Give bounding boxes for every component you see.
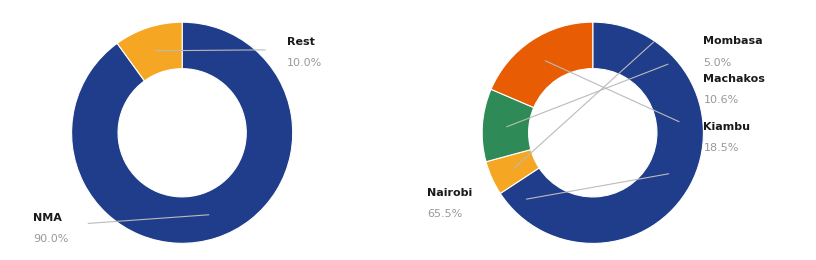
Text: Machakos: Machakos	[703, 74, 765, 84]
Text: 65.5%: 65.5%	[427, 209, 462, 219]
Wedge shape	[482, 89, 534, 162]
Wedge shape	[491, 22, 592, 108]
Text: 10.6%: 10.6%	[703, 95, 738, 105]
Text: 5.0%: 5.0%	[703, 57, 732, 68]
Text: 10.0%: 10.0%	[287, 57, 322, 68]
Text: Kiambu: Kiambu	[703, 122, 751, 132]
Wedge shape	[500, 22, 703, 243]
Text: 90.0%: 90.0%	[33, 235, 69, 244]
Wedge shape	[118, 22, 182, 81]
Wedge shape	[72, 22, 293, 243]
Text: Rest: Rest	[287, 37, 315, 47]
Text: Mombasa: Mombasa	[703, 36, 763, 47]
Wedge shape	[486, 150, 539, 193]
Text: NMA: NMA	[33, 213, 62, 223]
Text: 18.5%: 18.5%	[703, 143, 738, 153]
Text: Nairobi: Nairobi	[427, 188, 472, 198]
